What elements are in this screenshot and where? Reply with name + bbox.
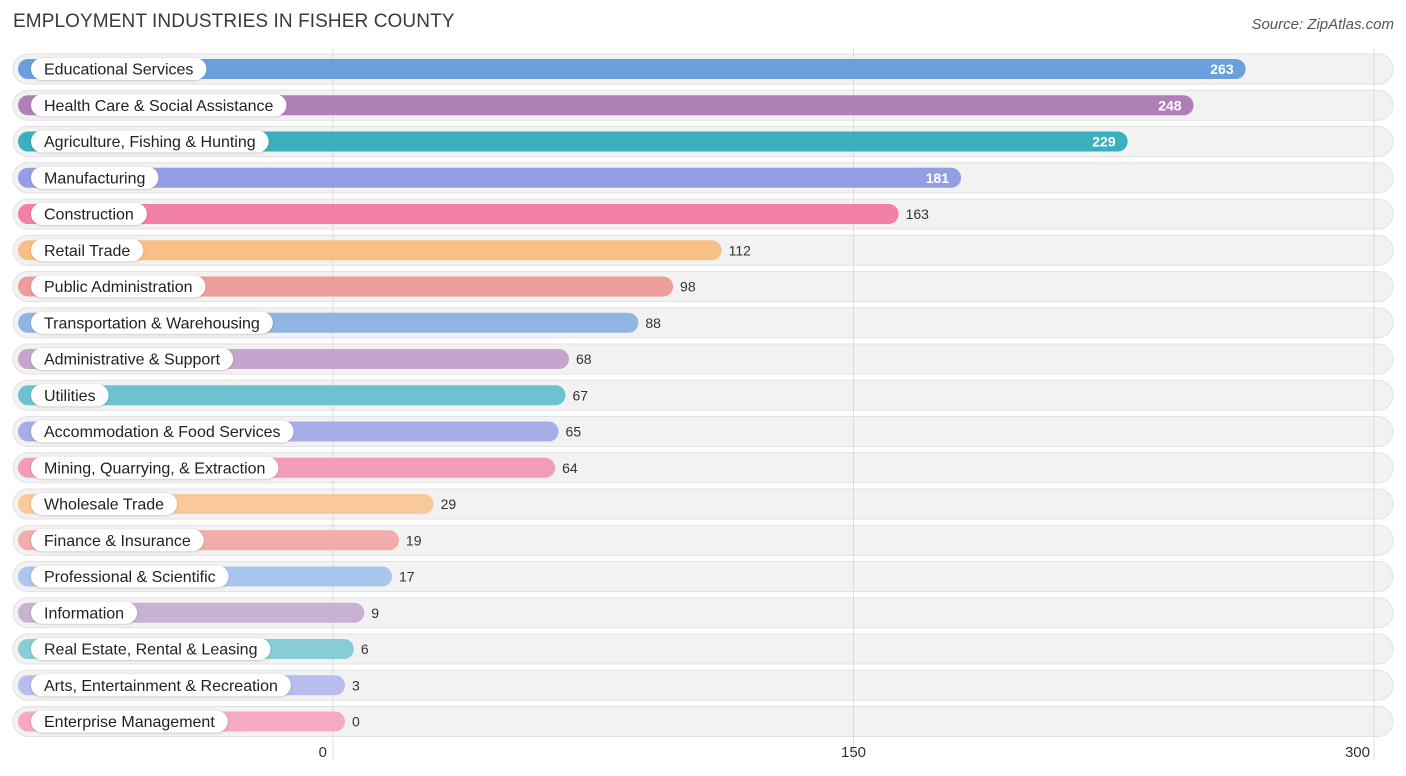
value-label: 17	[399, 569, 415, 585]
category-label: Educational Services	[44, 62, 193, 79]
chart-title: EMPLOYMENT INDUSTRIES IN FISHER COUNTY	[13, 11, 455, 32]
value-label: 67	[572, 387, 588, 403]
x-tick-label: 300	[1345, 744, 1370, 761]
bar	[18, 131, 1128, 152]
row-background	[12, 633, 1394, 665]
category-label: Agriculture, Fishing & Hunting	[44, 134, 256, 151]
category-label-pill	[31, 58, 207, 80]
value-label: 181	[926, 170, 950, 186]
x-tick-label: 0	[319, 744, 327, 761]
bar	[18, 240, 722, 261]
category-label-pill	[31, 710, 228, 733]
row-background	[12, 669, 1394, 701]
value-label: 248	[1158, 97, 1182, 113]
value-label: 163	[906, 206, 930, 222]
category-label-pill	[31, 384, 109, 407]
value-label: 68	[576, 351, 592, 367]
value-label: 263	[1210, 61, 1234, 77]
value-label: 19	[406, 532, 422, 548]
category-label: Wholesale Trade	[44, 497, 164, 514]
value-label: 6	[361, 641, 369, 657]
category-label-pill	[31, 94, 287, 117]
category-label: Utilities	[44, 388, 96, 405]
category-label: Professional & Scientific	[44, 569, 216, 586]
category-label-pill	[31, 638, 271, 660]
value-label: 9	[371, 605, 379, 621]
bar	[18, 167, 962, 188]
category-label-pill	[31, 493, 178, 515]
category-label: Transportation & Warehousing	[44, 315, 260, 332]
bar	[18, 95, 1194, 116]
category-label-pill	[31, 529, 204, 552]
value-label: 3	[352, 677, 360, 693]
category-label: Retail Trade	[44, 243, 130, 260]
category-label: Mining, Quarrying, & Extraction	[44, 460, 265, 477]
chart-source: Source: ZipAtlas.com	[1251, 16, 1394, 33]
bar	[18, 385, 566, 406]
category-label: Health Care & Social Assistance	[44, 98, 274, 115]
category-label: Real Estate, Rental & Leasing	[44, 642, 257, 659]
category-label-pill	[31, 674, 291, 697]
category-label-pill	[31, 239, 144, 262]
row-background	[12, 706, 1394, 737]
value-label: 88	[645, 315, 661, 331]
category-label-pill	[31, 203, 147, 225]
category-label-pill	[31, 130, 269, 153]
category-label: Enterprise Management	[44, 714, 215, 731]
category-label-pill	[31, 311, 273, 334]
value-label: 112	[729, 242, 752, 258]
value-label: 64	[562, 460, 578, 476]
category-label: Construction	[44, 207, 134, 224]
category-label: Information	[44, 605, 124, 622]
value-label: 65	[566, 424, 582, 440]
category-label-pill	[31, 348, 234, 370]
value-label: 98	[680, 279, 696, 295]
bar	[18, 204, 899, 224]
value-label: 0	[352, 714, 360, 730]
category-label-pill	[31, 601, 138, 624]
category-label-pill	[31, 166, 159, 189]
category-label-pill	[31, 420, 294, 443]
category-label: Public Administration	[44, 279, 193, 296]
category-label-pill	[31, 275, 206, 298]
bar	[18, 59, 1246, 79]
category-label: Manufacturing	[44, 170, 145, 187]
value-label: 229	[1092, 134, 1116, 150]
category-label: Administrative & Support	[44, 352, 221, 369]
x-tick-label: 150	[841, 744, 866, 761]
category-label: Accommodation & Food Services	[44, 424, 281, 441]
category-label: Arts, Entertainment & Recreation	[44, 678, 278, 695]
category-label-pill	[31, 456, 279, 479]
category-label-pill	[31, 565, 229, 588]
value-label: 29	[441, 496, 457, 512]
category-label: Finance & Insurance	[44, 533, 191, 550]
